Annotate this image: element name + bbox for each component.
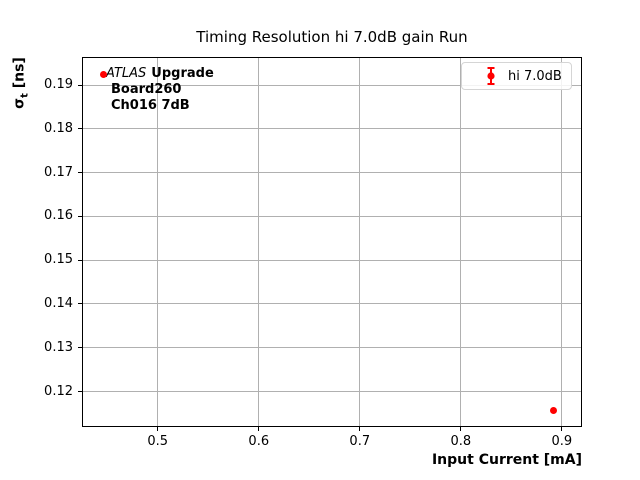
annotation-channel: Ch016 7dB [111, 98, 190, 113]
plot-area [82, 57, 582, 427]
x-tick-label: 0.8 [450, 434, 472, 449]
x-tick-label: 0.6 [248, 434, 270, 449]
y-tick-mark [78, 84, 82, 86]
gridline-horizontal [83, 128, 581, 130]
y-axis-label-unit: [ns] [11, 57, 28, 94]
y-tick-mark [78, 259, 82, 261]
y-tick-label: 0.12 [44, 383, 73, 399]
legend: hi 7.0dB [461, 62, 572, 90]
gridline-vertical [359, 58, 361, 426]
y-axis-label-subscript: t [19, 93, 31, 98]
gridline-vertical [258, 58, 260, 426]
y-tick-label: 0.16 [44, 208, 73, 224]
gridline-horizontal [83, 259, 581, 261]
y-tick-mark [78, 215, 82, 217]
y-axis-label-symbol: σ [11, 97, 28, 109]
y-tick-label: 0.19 [44, 77, 73, 93]
x-tick-mark [460, 427, 462, 431]
annotation-board: Board260 [111, 82, 182, 97]
gridline-horizontal [83, 303, 581, 305]
y-tick-mark [78, 347, 82, 349]
y-tick-mark [78, 172, 82, 174]
x-tick-label: 0.5 [147, 434, 169, 449]
y-tick-mark [78, 303, 82, 305]
atlas-annotation: ATLAS Upgrade Board260 Ch016 7dB [106, 66, 214, 114]
annotation-line-1: ATLAS Upgrade [106, 66, 214, 82]
gridline-horizontal [83, 84, 581, 86]
x-tick-mark [157, 427, 159, 431]
errorbar-marker-icon [486, 66, 496, 86]
y-tick-label: 0.14 [44, 295, 73, 311]
y-tick-label: 0.15 [44, 252, 73, 268]
x-tick-mark [359, 427, 361, 431]
data-point [550, 406, 558, 414]
y-tick-label: 0.17 [44, 164, 73, 180]
gridline-vertical [460, 58, 462, 426]
y-tick-mark [78, 391, 82, 393]
gridline-horizontal [83, 391, 581, 393]
x-tick-label: 0.7 [349, 434, 371, 449]
y-tick-mark [78, 128, 82, 130]
y-tick-label: 0.18 [44, 120, 73, 136]
x-tick-label: 0.9 [551, 434, 573, 449]
annotation-upgrade: Upgrade [151, 66, 214, 81]
gridline-horizontal [83, 215, 581, 217]
x-tick-mark [258, 427, 260, 431]
chart-title: Timing Resolution hi 7.0dB gain Run [196, 28, 468, 46]
gridline-horizontal [83, 172, 581, 174]
gridline-vertical [157, 58, 159, 426]
gridline-vertical [561, 58, 563, 426]
x-axis-label: Input Current [mA] [431, 452, 582, 468]
y-tick-label: 0.13 [44, 339, 73, 355]
legend-label: hi 7.0dB [508, 68, 562, 84]
x-tick-mark [561, 427, 563, 431]
gridline-horizontal [83, 347, 581, 349]
annotation-experiment: ATLAS [106, 66, 147, 81]
data-point [99, 71, 107, 79]
